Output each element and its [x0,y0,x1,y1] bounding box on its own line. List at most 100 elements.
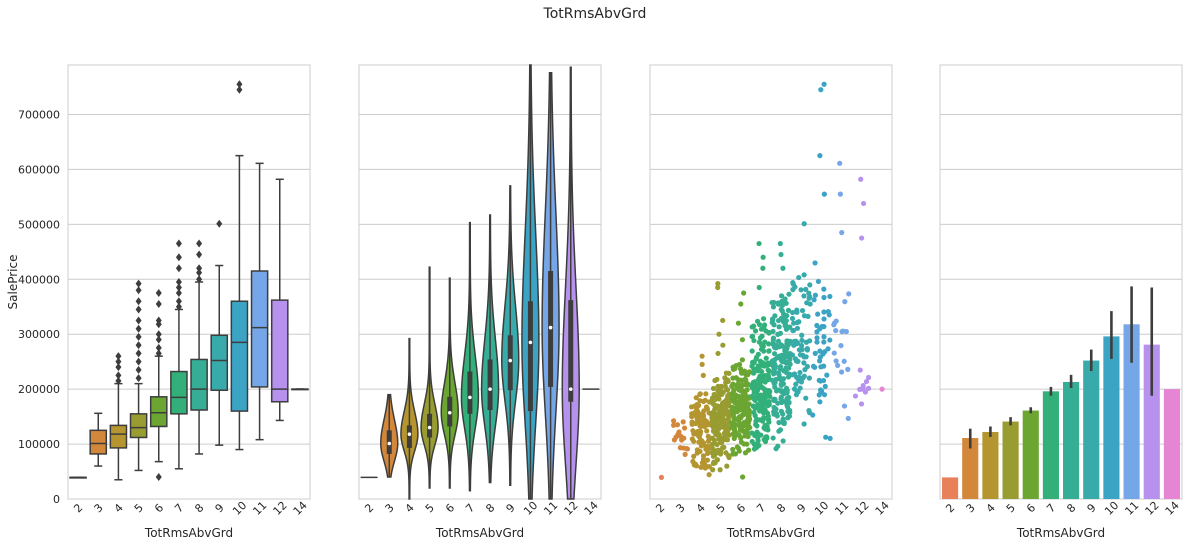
axes-frame [939,64,1183,500]
swarm-point [865,374,872,381]
x-tick-label: 10 [812,499,831,518]
swarm-point [700,398,707,404]
swarm-point [784,387,790,393]
swarm-point [730,446,736,453]
swarm-point [816,392,822,398]
swarm-point [802,367,808,373]
box-outlier [175,239,182,248]
bar [1103,336,1120,499]
swarm-point [700,453,707,459]
swarm-point [721,406,727,412]
swarm-point [787,407,793,414]
swarm-point [703,391,709,397]
swarm-point [801,221,807,227]
x-tick-label: 3 [674,501,688,515]
swarm-point [776,372,782,378]
swarm-point [749,324,755,330]
swarm-point [719,413,725,419]
swarm-point [739,337,746,343]
violin-iqr [467,371,473,414]
x-tick-label: 7 [463,501,477,515]
swarm-point [711,437,718,443]
swarm-point [801,293,807,299]
swarm-point [771,322,777,328]
bar [982,431,999,499]
swarm-point [751,337,757,344]
swarm-point [780,411,786,417]
violin-median [568,387,573,391]
swarm-point [753,421,759,428]
swarm-point [729,383,735,389]
box [129,413,148,439]
x-tick-label: 8 [1064,501,1078,515]
x-tick-label: 8 [483,501,497,515]
swarm-point [799,307,806,314]
swarm-point [699,361,705,368]
swarm-point [793,338,799,344]
swarm-point [752,328,759,334]
swarm-point [741,441,747,447]
swarm-point [712,397,718,403]
box [230,300,249,412]
swarm-point [817,348,823,354]
bar [1123,324,1140,499]
swarm-point [704,457,711,463]
box-outlier [175,297,182,306]
box-outlier [155,335,162,344]
swarm-point [776,324,782,330]
bar [1042,391,1059,499]
swarm-point [772,380,778,386]
swarm-point [821,334,827,340]
swarm-point [790,327,796,334]
swarm-point [814,339,820,345]
swarm-point [812,260,818,266]
box-outlier [135,341,142,350]
swarm-point [680,419,686,425]
swarm-point [715,284,721,291]
box-outlier [175,253,182,262]
swarm-point [827,435,833,441]
box-outlier [175,283,182,292]
swarm-point [842,299,848,305]
swarm-point [736,448,742,454]
swarm-point [771,411,777,417]
swarm-point [770,337,776,343]
swarm-point [681,425,688,431]
swarm-point [730,412,736,418]
swarm-point [753,384,760,390]
swarm-point [733,362,739,369]
swarm-point [771,351,778,357]
swarm-point [733,430,740,437]
swarm-point [846,291,852,297]
box-outlier [135,374,142,383]
swarm-point [772,365,778,371]
x-tick-label: 8 [774,501,788,515]
swarm-point [723,436,729,442]
violin-iqr [568,300,574,402]
swarm-point [778,293,785,299]
swarm-point [778,251,784,258]
swarm-point [719,391,725,397]
swarm-point [818,388,825,394]
swarm-point [858,176,864,182]
swarm-point [794,319,800,326]
swarm-point [710,467,716,473]
swarm-point [723,450,729,456]
swarm-point [761,410,767,416]
swarm-point [758,392,764,398]
violin-median [387,441,392,446]
swarm-point [821,309,827,315]
swarm-point [780,265,786,271]
swarm-point [739,412,745,418]
swarm-point [691,453,697,459]
violin-median [427,425,432,430]
swarm-point [810,412,816,418]
swarm-point [822,383,828,389]
swarm-point [838,369,845,375]
swarm-point [879,386,885,392]
swarm-point [786,341,792,347]
swarm-point [775,400,781,406]
x-tick-label: 14 [1163,499,1182,518]
swarm-point [775,317,782,324]
swarm-point [715,426,721,433]
